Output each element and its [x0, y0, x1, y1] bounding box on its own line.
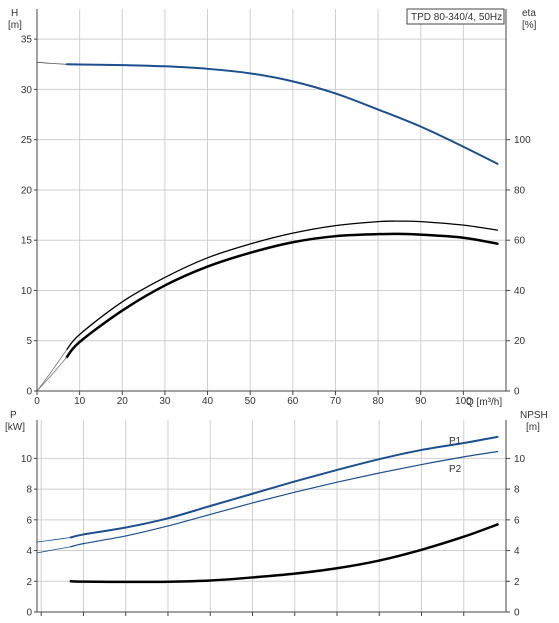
upper-chart: 0 10 20 30 40 50 60 70 80 90 100 0 5 10 15 20 25 30 35 0 20 4… — [8, 8, 537, 408]
y-left-tick-label: 5 — [26, 336, 32, 347]
series-line-p2 — [70, 450, 499, 548]
flow-axis-label: Q [m³/h] — [466, 397, 502, 408]
series-line-p1-extension — [36, 537, 72, 543]
power-axis-unit: [kW] — [5, 422, 25, 433]
chart-title: TPD 80-340/4, 50Hz — [411, 12, 502, 23]
y-left-tick-label: 6 — [26, 515, 32, 526]
series-line-h-extension — [36, 61, 68, 65]
y-right-tick-label: 60 — [514, 236, 526, 247]
series-line-eta-extension — [36, 356, 68, 392]
npsh-axis-label: NPSH — [520, 410, 548, 421]
npsh-axis-unit: [m] — [526, 422, 540, 433]
x-tick-label: 20 — [117, 396, 129, 407]
y-right-tick-label: 100 — [514, 135, 531, 146]
chart-title-box — [406, 8, 505, 25]
lower-axes — [34, 420, 510, 616]
y-left-tick-label: 2 — [26, 577, 32, 588]
y-right-tick-label: 0 — [514, 387, 520, 398]
p1-series-label: P1 — [449, 436, 462, 447]
x-tick-label: 10 — [74, 396, 86, 407]
y-left-tick-label: 4 — [26, 546, 32, 557]
power-axis-label: P — [10, 410, 17, 421]
y-right-tick-label: 40 — [514, 286, 526, 297]
x-tick-label: 80 — [373, 396, 385, 407]
y-left-tick-label: 15 — [21, 236, 33, 247]
y-right-tick-label: 10 — [514, 454, 526, 465]
y-left-tick-label: 0 — [26, 387, 32, 398]
upper-gridlines — [37, 9, 506, 391]
x-tick-label: 30 — [159, 396, 171, 407]
y-right-tick-label: 6 — [514, 515, 520, 526]
y-right-tick-label: 0 — [514, 608, 520, 619]
y-left-tick-label: 25 — [21, 135, 33, 146]
head-axis-unit: [m] — [8, 20, 22, 31]
lower-series — [36, 435, 499, 584]
series-line-npsh — [69, 523, 499, 584]
upper-series — [36, 61, 499, 392]
x-tick-label: 60 — [287, 396, 299, 407]
y-right-tick-label: 8 — [514, 485, 520, 496]
upper-tick-labels: 0 10 20 30 40 50 60 70 80 90 100 0 5 10 15 20 25 30 35 0 20 4… — [21, 35, 531, 407]
series-line-p2-extension — [36, 546, 72, 554]
lower-gridlines — [37, 420, 506, 612]
series-line-eta-extension-2 — [36, 349, 68, 392]
y-left-tick-label: 0 — [26, 608, 32, 619]
eta-axis-unit: [%] — [522, 20, 537, 31]
lower-chart: 0 2 4 6 8 10 0 2 4 6 8 10 P [kW] NPSH [m] P1 P2 — [5, 410, 548, 619]
x-tick-label: 0 — [34, 396, 40, 407]
y-right-tick-label: 2 — [514, 577, 520, 588]
y-left-tick-label: 30 — [21, 85, 33, 96]
upper-axes — [34, 9, 510, 395]
y-left-tick-label: 8 — [26, 485, 32, 496]
lower-tick-labels: 0 2 4 6 8 10 0 2 4 6 8 10 — [21, 454, 526, 619]
x-tick-label: 40 — [202, 396, 214, 407]
y-left-tick-label: 35 — [21, 35, 33, 46]
eta-axis-label: eta — [522, 8, 536, 19]
series-line-h — [65, 63, 499, 165]
y-right-tick-label: 20 — [514, 336, 526, 347]
y-right-tick-label: 80 — [514, 185, 526, 196]
x-tick-label: 70 — [330, 396, 342, 407]
p2-series-label: P2 — [449, 464, 462, 475]
y-right-tick-label: 4 — [514, 546, 520, 557]
x-tick-label: 90 — [415, 396, 427, 407]
x-tick-label: 50 — [245, 396, 257, 407]
series-line-eta-thick — [65, 232, 499, 359]
x-tick-label: 100 — [455, 396, 472, 407]
y-left-tick-label: 20 — [21, 185, 33, 196]
head-axis-label: H — [11, 8, 18, 19]
y-left-tick-label: 10 — [21, 286, 33, 297]
y-left-tick-label: 10 — [21, 454, 33, 465]
series-line-p1 — [69, 435, 499, 539]
series-line-eta-thin — [66, 220, 499, 351]
